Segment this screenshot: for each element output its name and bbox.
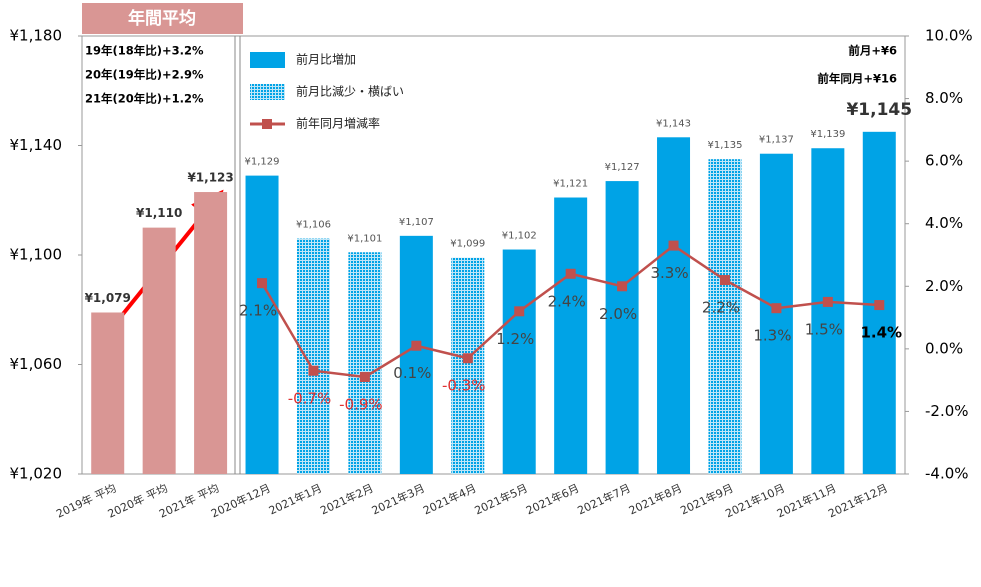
line-label: 2.1% <box>239 302 277 320</box>
bar <box>296 238 330 474</box>
bar <box>399 235 433 474</box>
line-label: 1.3% <box>753 327 791 345</box>
line-marker <box>565 268 576 279</box>
line-marker <box>257 278 268 289</box>
line-marker <box>411 340 422 351</box>
bar <box>502 249 536 474</box>
x-tick-label: 2021年4月 <box>421 481 479 518</box>
y2-tick-label: 0.0% <box>925 339 963 357</box>
bar <box>91 312 125 474</box>
value-label: ¥1,145 <box>846 100 912 120</box>
y2-tick-label: -2.0% <box>925 402 969 420</box>
value-label: ¥1,079 <box>85 291 131 305</box>
line-marker <box>719 275 730 286</box>
y-tick-label: ¥1,100 <box>10 246 63 264</box>
y-tick-label: ¥1,140 <box>10 136 63 154</box>
line-label: 1.5% <box>805 320 843 338</box>
bar <box>605 181 639 474</box>
line-label: -0.7% <box>288 389 332 407</box>
legend-label: 前月比増加 <box>296 52 356 67</box>
value-label: ¥1,106 <box>296 220 331 231</box>
legend-label: 前月比減少・横ばい <box>296 84 404 99</box>
annotation: 前年同月+¥16 <box>817 72 897 86</box>
line-marker <box>514 306 525 317</box>
y-tick-label: ¥1,020 <box>10 465 63 483</box>
line-label: 1.4% <box>860 324 902 342</box>
y-tick-label: ¥1,180 <box>10 27 63 45</box>
legend-key <box>250 84 285 100</box>
value-label: ¥1,127 <box>605 162 640 173</box>
line-marker <box>617 281 628 292</box>
line-marker <box>771 303 782 314</box>
line-marker <box>462 353 473 364</box>
y-tick-label: ¥1,060 <box>10 355 63 373</box>
x-tick-label: 2021年2月 <box>318 481 376 518</box>
y2-tick-label: 10.0% <box>925 27 973 45</box>
line-label: 3.3% <box>650 264 688 282</box>
value-label: ¥1,135 <box>707 140 742 151</box>
value-label: ¥1,123 <box>187 171 233 185</box>
legend-label: 前年同月増減率 <box>296 116 380 131</box>
line-marker <box>359 372 370 383</box>
bar <box>142 227 176 474</box>
x-tick-label: 2021年5月 <box>472 481 530 518</box>
bar <box>759 153 793 474</box>
line-label: 0.1% <box>393 364 431 382</box>
header-box <box>82 3 243 34</box>
header-title: 年間平均 <box>128 8 196 29</box>
value-label: ¥1,143 <box>656 118 691 129</box>
value-label: ¥1,129 <box>245 157 280 168</box>
line-marker <box>874 300 885 311</box>
line-label: 2.4% <box>548 292 586 310</box>
line-label: 2.0% <box>599 305 637 323</box>
line-label: -0.3% <box>442 377 486 395</box>
y2-tick-label: 6.0% <box>925 152 963 170</box>
value-label: ¥1,137 <box>759 135 794 146</box>
bar <box>554 197 588 474</box>
legend-key <box>262 119 272 129</box>
x-tick-label: 2020年12月 <box>209 481 273 521</box>
line-marker <box>822 296 833 307</box>
y2-tick-label: 2.0% <box>925 277 963 295</box>
y2-tick-label: -4.0% <box>925 465 969 483</box>
bar <box>451 257 485 474</box>
annotation: 20年(19年比)+2.9% <box>85 68 204 82</box>
y2-tick-label: 8.0% <box>925 89 963 107</box>
value-label: ¥1,099 <box>450 239 485 250</box>
bar <box>194 192 228 474</box>
bar <box>245 175 279 475</box>
annotation: 前月+¥6 <box>848 44 897 58</box>
x-tick-label: 2021年6月 <box>524 481 582 518</box>
value-label: ¥1,102 <box>502 231 537 242</box>
line-label: -0.9% <box>339 396 383 414</box>
x-tick-label: 2021年1月 <box>266 481 324 518</box>
x-tick-label: 2021年3月 <box>369 481 427 518</box>
value-label: ¥1,139 <box>810 129 845 140</box>
line-label: 2.2% <box>702 299 740 317</box>
bar <box>657 137 691 474</box>
line-marker <box>308 365 319 376</box>
bar <box>708 159 742 474</box>
value-label: ¥1,110 <box>136 206 182 220</box>
value-label: ¥1,121 <box>553 179 588 190</box>
line-marker <box>668 240 679 251</box>
y2-tick-label: 4.0% <box>925 214 963 232</box>
x-tick-label: 2021年12月 <box>826 481 890 521</box>
bar <box>348 252 382 474</box>
annotation: 19年(18年比)+3.2% <box>85 44 204 58</box>
annotation: 21年(20年比)+1.2% <box>85 92 204 106</box>
bar <box>811 148 845 475</box>
line-label: 1.2% <box>496 330 534 348</box>
legend-key <box>250 52 285 68</box>
x-tick-label: 2021年7月 <box>575 481 633 518</box>
value-label: ¥1,107 <box>399 217 434 228</box>
value-label: ¥1,101 <box>347 233 382 244</box>
x-tick-label: 2021年8月 <box>626 481 684 518</box>
